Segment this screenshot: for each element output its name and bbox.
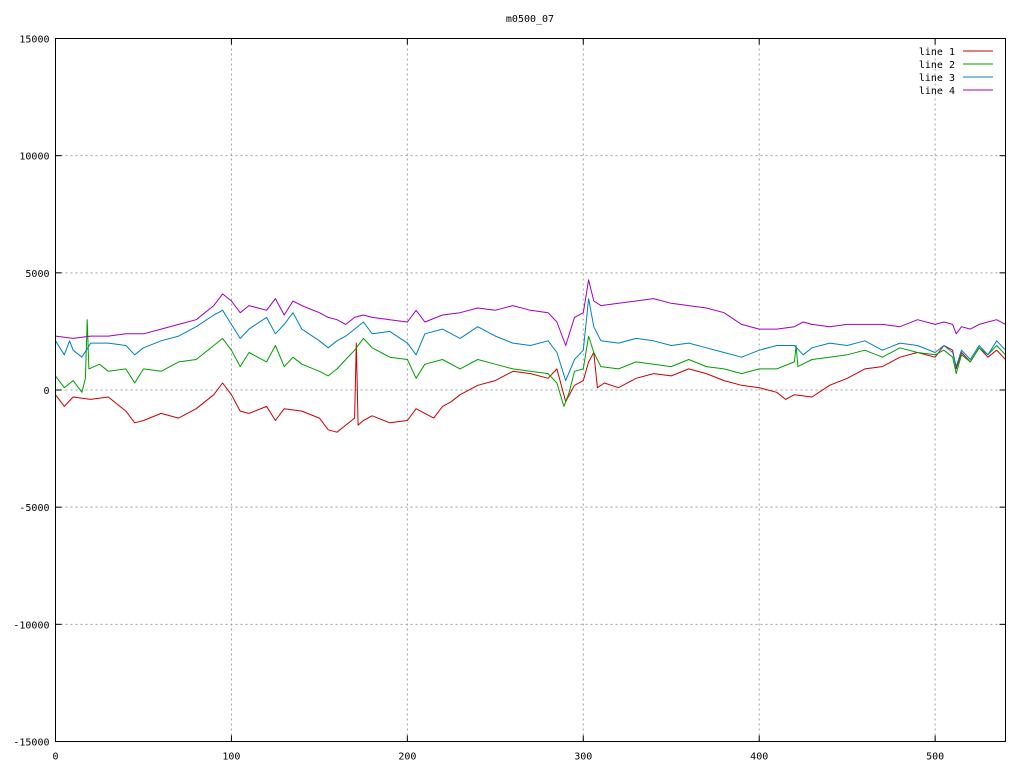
plot-frame	[55, 38, 1006, 742]
y-tick-label: -10000	[13, 620, 49, 631]
y-tick-label: 0	[43, 386, 49, 397]
y-tick-label: 10000	[19, 152, 49, 163]
legend: line 1 line 2 line 3 line 4	[919, 47, 993, 97]
legend-label: line 3	[919, 73, 955, 84]
x-tick-label: 100	[222, 752, 240, 763]
legend-label: line 4	[919, 86, 955, 97]
series-line-3	[55, 298, 1006, 382]
y-tick-label: -15000	[13, 738, 49, 749]
series-line-4	[55, 279, 1006, 346]
x-tick-label: 400	[750, 752, 768, 763]
y-tick-label: 15000	[19, 35, 49, 46]
chart-title: m0500_07	[506, 14, 554, 25]
y-tick-label: -5000	[19, 503, 49, 514]
axis-ticks: -15000 -10000 -5000 0 5000 10000 15000 0 100 200 3…	[13, 35, 1006, 763]
x-tick-label: 200	[398, 752, 416, 763]
y-tick-label: 5000	[25, 269, 49, 280]
series-line-1	[55, 342, 1006, 433]
x-tick-label: 300	[574, 752, 592, 763]
series-line-2	[55, 319, 1006, 407]
x-tick-label: 500	[926, 752, 944, 763]
grid	[55, 38, 1006, 742]
legend-label: line 2	[919, 60, 955, 71]
x-tick-label: 0	[52, 752, 58, 763]
series-lines	[55, 279, 1006, 433]
legend-label: line 1	[919, 47, 955, 58]
